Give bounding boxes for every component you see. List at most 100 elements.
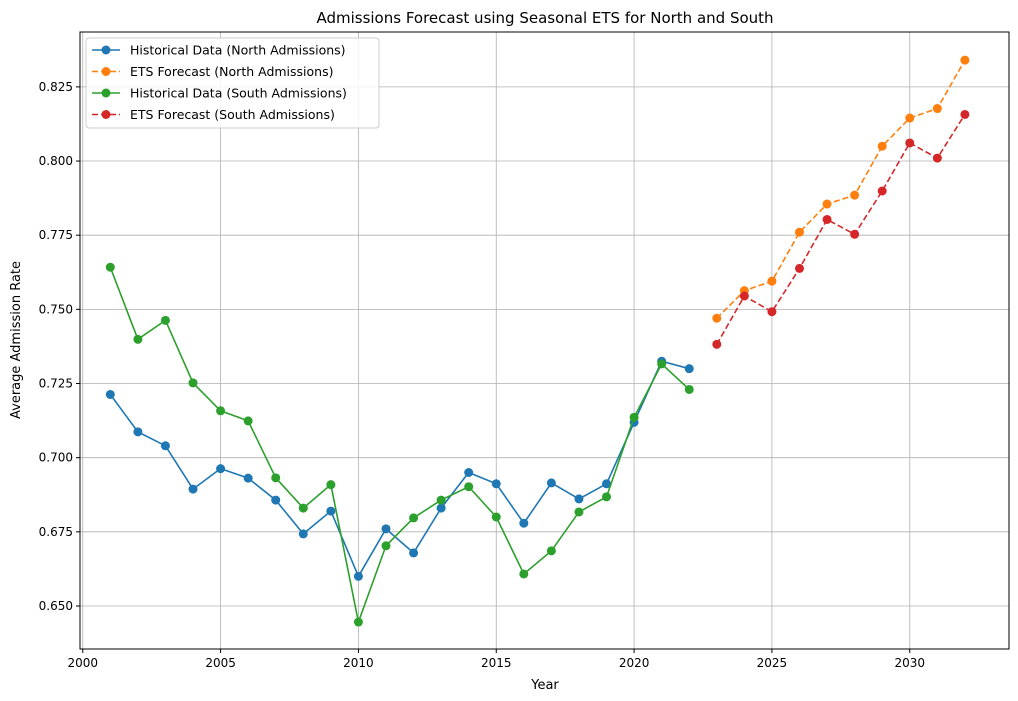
data-point xyxy=(298,529,308,539)
legend-entry: ETS Forecast (South Admissions) xyxy=(92,107,335,122)
y-tick-label: 0.825 xyxy=(39,80,73,94)
data-point xyxy=(409,548,419,558)
legend: Historical Data (North Admissions) ETS Fo… xyxy=(85,37,380,129)
chart-title: Admissions Forecast using Seasonal ETS f… xyxy=(316,9,773,27)
data-point xyxy=(960,55,970,65)
data-point xyxy=(546,478,556,488)
data-point xyxy=(850,229,860,239)
series-line xyxy=(109,266,690,625)
data-point xyxy=(684,384,694,394)
data-point xyxy=(216,406,226,416)
data-point xyxy=(298,503,308,513)
x-tick-label: 2025 xyxy=(757,656,788,670)
data-point xyxy=(464,468,474,478)
x-tick-label: 2015 xyxy=(481,656,512,670)
data-point xyxy=(381,524,391,534)
data-point xyxy=(353,571,363,581)
data-point xyxy=(602,492,612,502)
y-tick-label: 0.675 xyxy=(39,525,73,539)
legend-marker xyxy=(101,67,111,76)
x-tick-label: 2000 xyxy=(67,656,98,670)
data-point xyxy=(794,227,804,237)
data-point xyxy=(491,479,501,489)
data-point xyxy=(133,334,143,344)
y-tick-label: 0.650 xyxy=(39,599,73,613)
data-point xyxy=(188,484,198,494)
data-point xyxy=(436,495,446,505)
data-point xyxy=(629,412,639,422)
data-point xyxy=(464,482,474,492)
data-point xyxy=(216,464,226,474)
legend-label: ETS Forecast (South Admissions) xyxy=(130,107,335,122)
data-point xyxy=(519,518,529,528)
data-point xyxy=(105,262,115,272)
series-line xyxy=(716,114,966,345)
data-point xyxy=(574,507,584,517)
data-point xyxy=(546,546,556,556)
x-tick-label: 2005 xyxy=(205,656,236,670)
data-point xyxy=(877,186,887,196)
data-point xyxy=(960,109,970,119)
data-point xyxy=(271,495,281,505)
data-point xyxy=(932,104,942,114)
data-point xyxy=(105,389,115,399)
legend-marker xyxy=(101,45,111,55)
plot-frame xyxy=(79,31,1010,650)
data-point xyxy=(767,307,777,317)
x-tick-label: 2010 xyxy=(343,656,374,670)
x-tick-label: 2030 xyxy=(894,656,925,670)
legend-frame xyxy=(85,37,380,129)
series-4 xyxy=(712,109,970,349)
data-point xyxy=(850,190,860,200)
y-tick-label: 0.700 xyxy=(39,451,73,465)
y-tick-label: 0.775 xyxy=(39,228,73,242)
legend-marker xyxy=(101,88,111,98)
y-tick-label: 0.800 xyxy=(39,154,73,168)
data-point xyxy=(932,153,942,163)
legend-entry: Historical Data (South Admissions) xyxy=(92,86,347,101)
data-point xyxy=(877,141,887,151)
x-tick-label: 2020 xyxy=(619,656,650,670)
data-point xyxy=(739,291,749,301)
data-point xyxy=(712,339,722,349)
legend-marker xyxy=(101,110,111,119)
series-line xyxy=(109,360,690,579)
y-tick-label: 0.750 xyxy=(39,302,73,316)
legend-label: Historical Data (North Admissions) xyxy=(130,43,346,58)
data-point xyxy=(436,503,446,513)
data-point xyxy=(602,479,612,489)
data-point xyxy=(188,378,198,388)
data-point xyxy=(712,313,722,323)
data-point xyxy=(684,364,694,374)
series-3 xyxy=(105,262,694,627)
legend-label: ETS Forecast (North Admissions) xyxy=(130,64,334,79)
data-point xyxy=(905,138,915,148)
data-point xyxy=(160,315,170,325)
y-axis: 0.650 0.675 0.700 0.725 0.750 0.775 0.800 0.825 xyxy=(39,80,80,613)
data-point xyxy=(519,569,529,579)
data-point xyxy=(133,427,143,437)
data-point xyxy=(822,214,832,224)
legend-entry: ETS Forecast (North Admissions) xyxy=(92,64,334,79)
data-point xyxy=(491,512,501,522)
series-1 xyxy=(105,356,694,581)
data-point xyxy=(822,199,832,209)
data-point xyxy=(243,416,253,426)
y-axis-title: Average Admission Rate xyxy=(9,261,24,419)
data-point xyxy=(326,480,336,490)
legend-entry: Historical Data (North Admissions) xyxy=(92,43,346,58)
series-line xyxy=(716,59,966,319)
data-point xyxy=(271,473,281,483)
data-point xyxy=(326,506,336,516)
data-point xyxy=(409,513,419,523)
data-point xyxy=(905,113,915,123)
y-tick-label: 0.725 xyxy=(39,377,73,391)
x-axis: 2000 2005 2010 2015 2020 2025 2030 xyxy=(67,649,925,670)
x-axis-title: Year xyxy=(530,678,559,693)
series-2 xyxy=(712,55,970,323)
series-layer xyxy=(105,55,970,627)
data-point xyxy=(381,541,391,551)
data-point xyxy=(794,263,804,273)
data-point xyxy=(160,441,170,451)
